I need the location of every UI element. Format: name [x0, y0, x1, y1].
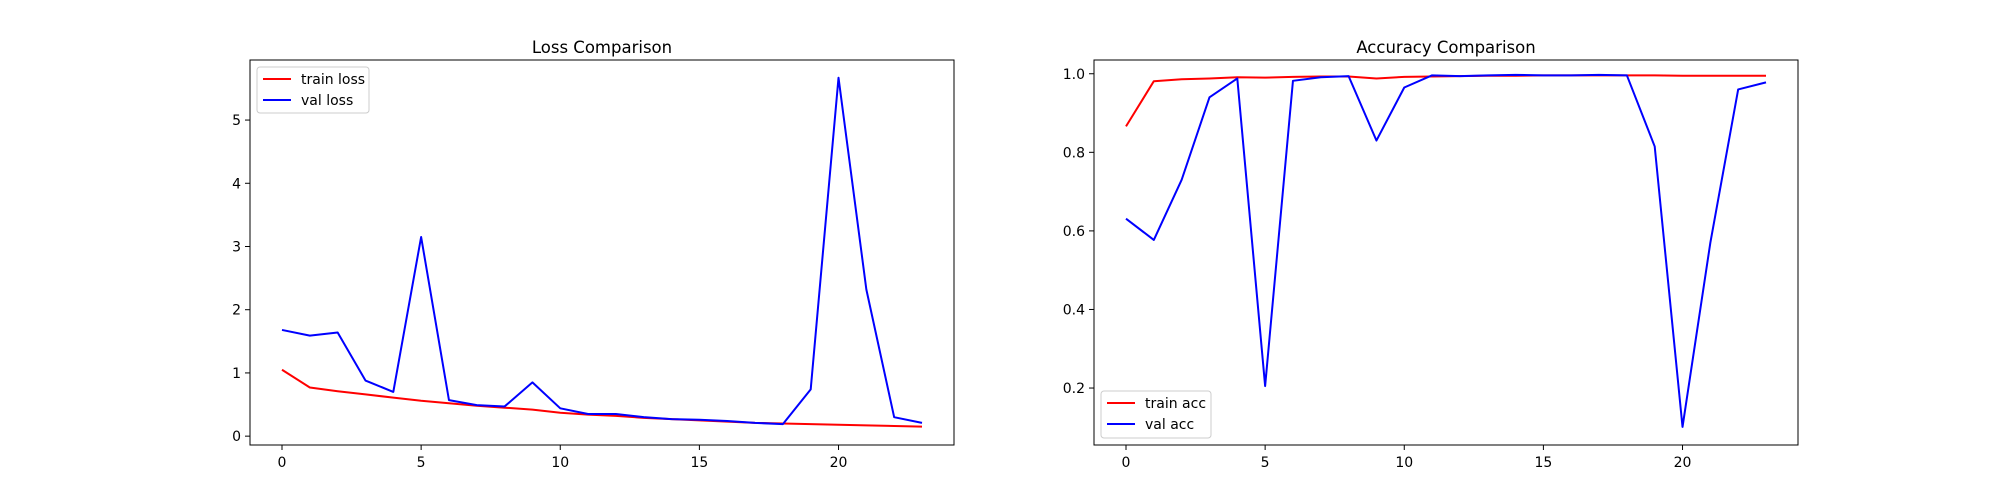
x-tick-label: 0: [278, 455, 287, 471]
series-line-val-loss: [281, 76, 923, 426]
y-tick-label: 0.4: [1063, 302, 1085, 318]
series-line-train-loss: [281, 368, 923, 428]
x-tick-label: 15: [1534, 455, 1552, 471]
x-tick-label: 10: [551, 455, 569, 471]
series-line-val-acc: [1125, 73, 1767, 428]
y-tick-label: 5: [232, 113, 241, 129]
loss-chart: Loss Comparison 0 5 10 15 20 0 1 2 3 4 5 train los…: [232, 38, 955, 471]
accuracy-chart-plot-frame: [1093, 59, 1799, 446]
legend-label-val-loss: val loss: [301, 93, 353, 109]
loss-chart-axes: 0 5 10 15 20 0 1 2 3 4 5: [232, 113, 847, 471]
y-tick-label: 4: [232, 176, 241, 192]
y-tick-label: 3: [232, 239, 241, 255]
y-tick-label: 0.6: [1063, 224, 1085, 240]
y-tick-label: 1.0: [1063, 67, 1085, 83]
y-tick-label: 0.2: [1063, 381, 1085, 397]
loss-chart-legend: train loss val loss: [256, 66, 370, 114]
y-tick-label: 1: [232, 366, 241, 382]
x-tick-label: 15: [690, 455, 708, 471]
accuracy-chart-title: Accuracy Comparison: [1356, 38, 1535, 57]
y-tick-label: 0.8: [1063, 145, 1085, 161]
y-tick-label: 0: [232, 429, 241, 445]
accuracy-chart-series: [1125, 73, 1767, 428]
x-tick-label: 20: [1674, 455, 1692, 471]
accuracy-chart-legend: train acc val acc: [1100, 390, 1212, 439]
legend-label-train-acc: train acc: [1145, 396, 1206, 412]
y-tick-label: 2: [232, 303, 241, 319]
legend-label-val-acc: val acc: [1145, 417, 1194, 433]
accuracy-chart-axes: 0 5 10 15 20 0.2 0.4 0.6 0.8 1.0: [1063, 67, 1692, 471]
loss-chart-title: Loss Comparison: [532, 38, 672, 57]
x-tick-label: 5: [1261, 455, 1270, 471]
legend-label-train-loss: train loss: [301, 72, 365, 88]
x-tick-label: 20: [830, 455, 848, 471]
x-tick-label: 0: [1122, 455, 1131, 471]
loss-chart-plot-frame: [249, 59, 955, 446]
accuracy-chart: Accuracy Comparison 0 5 10 15 20 0.2 0.4 0.6 0.8…: [1063, 38, 1799, 471]
x-tick-label: 5: [417, 455, 426, 471]
loss-chart-series: [281, 76, 923, 428]
x-tick-label: 10: [1395, 455, 1413, 471]
